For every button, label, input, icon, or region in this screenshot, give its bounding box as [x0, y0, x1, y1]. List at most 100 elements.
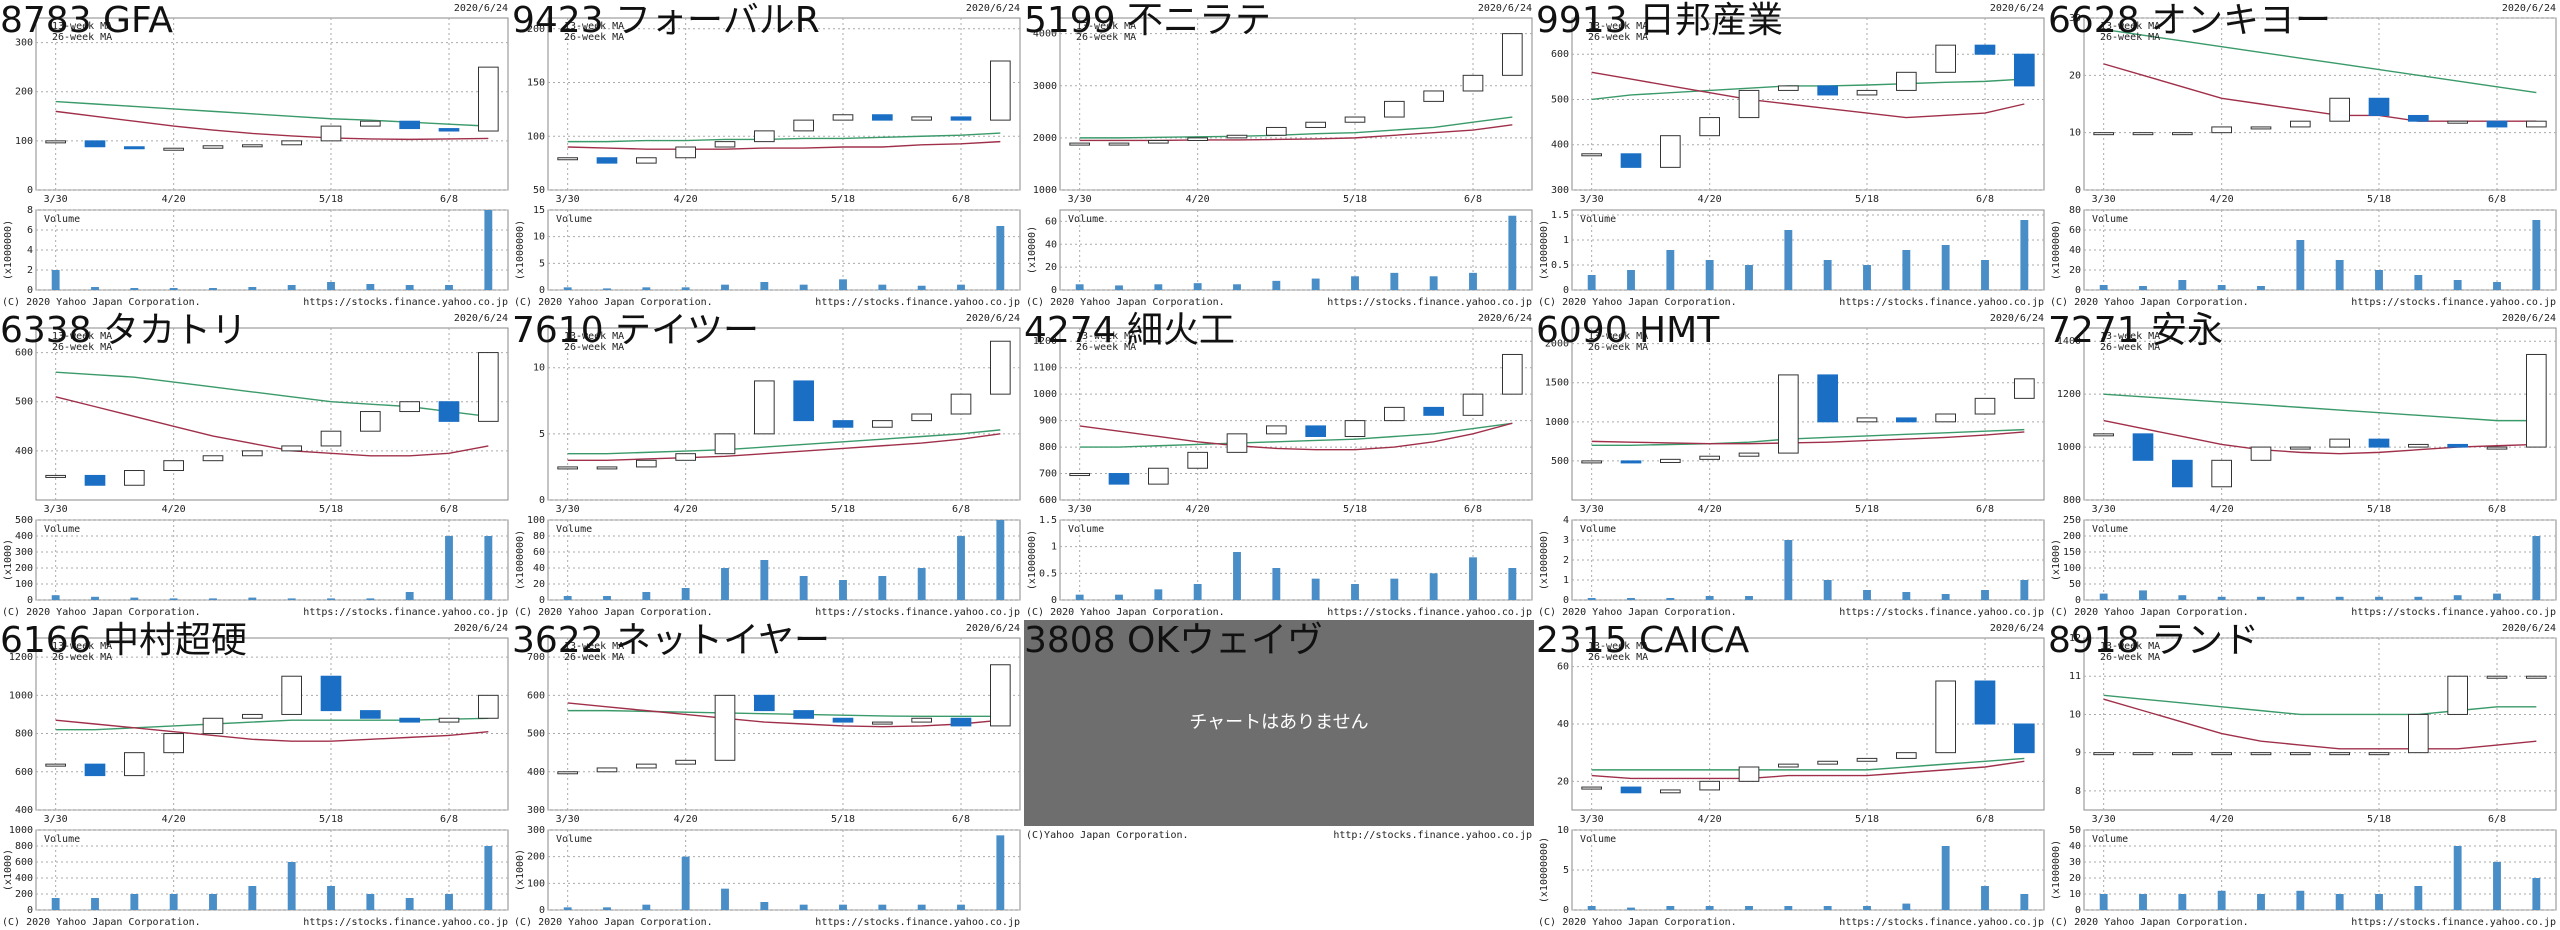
candle — [281, 445, 303, 452]
ma-legend: 13-week MA — [52, 331, 112, 342]
source-url: http://stocks.finance.yahoo.co.jp — [1333, 830, 1532, 841]
candle — [1974, 44, 1996, 55]
candle — [1935, 413, 1957, 423]
volume-bar — [681, 287, 690, 290]
x-tick-label: 5/18 — [1855, 814, 1879, 825]
candle — [320, 675, 342, 712]
y-tick-label: 1.5 — [1551, 210, 1569, 221]
candle — [2290, 446, 2311, 450]
volume-bar — [2257, 894, 2265, 910]
ma-legend: 26-week MA — [1588, 342, 1648, 353]
x-tick-label: 4/20 — [1698, 814, 1722, 825]
copyright: (C) 2020 Yahoo Japan Corporation. — [1026, 297, 1225, 308]
volume-bar — [2296, 890, 2305, 910]
volume-bar — [91, 596, 99, 600]
candle — [990, 664, 1011, 727]
volume-legend: Volume — [556, 834, 592, 845]
y-tick-label: 600 — [15, 857, 33, 868]
y-tick-label: 20 — [2069, 70, 2081, 81]
stock-panel: 20 40 60 0 5 10 3/30 4/20 5/18 6/8 13-week MA26-we… — [1536, 620, 2045, 928]
price-plot-frame — [547, 17, 1021, 191]
candle — [872, 721, 893, 725]
x-tick-label: 6/8 — [440, 814, 458, 825]
candle — [2526, 120, 2547, 128]
y-tick-label: 11 — [2069, 671, 2081, 682]
candle — [2486, 446, 2508, 450]
volume-bar — [721, 284, 729, 290]
ticker-title: 9423 フォーバルR — [512, 0, 820, 41]
x-tick-label: 5/18 — [831, 194, 855, 205]
volume-bar — [917, 568, 926, 600]
candle — [2093, 132, 2114, 136]
x-tick-label: 4/20 — [1698, 194, 1722, 205]
candle — [478, 66, 499, 132]
ma-legend: 26-week MA — [2100, 32, 2160, 43]
ma-legend: 13-week MA — [564, 331, 624, 342]
volume-plot-frame — [547, 209, 1021, 291]
volume-bar — [248, 886, 257, 910]
volume-bar — [642, 904, 651, 910]
ma-legend: 26-week MA — [1076, 32, 1136, 43]
candle — [990, 60, 1011, 121]
y-tick-label: 700 — [1039, 469, 1057, 480]
y-tick-label: 60 — [2069, 225, 2081, 236]
y-tick-label: 150 — [527, 78, 545, 89]
candle — [1462, 393, 1484, 416]
price-plot-frame — [1571, 17, 2045, 191]
candle — [990, 340, 1011, 395]
candle — [1108, 473, 1130, 485]
candle — [2290, 752, 2311, 756]
volume-bar — [1429, 276, 1438, 290]
candle — [360, 710, 381, 719]
price-plot-frame — [1059, 17, 1533, 191]
y-tick-label: 0 — [1051, 595, 1057, 606]
y-tick-label: 1200 — [1033, 336, 1057, 347]
x-tick-label: 4/20 — [1186, 194, 1210, 205]
ticker-title: 3808 OKウェイヴ — [1024, 620, 1323, 661]
moving-average-line — [567, 433, 1001, 462]
x-tick-label: 5/18 — [319, 194, 343, 205]
candle — [2014, 723, 2035, 754]
volume-bar — [2453, 846, 2462, 910]
y-tick-label: 200 — [527, 852, 545, 863]
candle — [399, 120, 421, 130]
y-tick-label: 0.5 — [1551, 260, 1569, 271]
ma-legend: 13-week MA — [564, 21, 624, 32]
candle — [596, 767, 618, 773]
volume-bar — [1784, 906, 1793, 910]
volume-bar — [799, 284, 808, 290]
volume-legend: Volume — [1580, 524, 1616, 535]
y-tick-label: 300 — [15, 547, 33, 558]
volume-bar — [1272, 568, 1281, 600]
volume-bar — [2099, 894, 2108, 910]
y-tick-label: 150 — [2063, 547, 2081, 558]
y-tick-label: 50 — [533, 185, 545, 196]
y-tick-label: 400 — [15, 805, 33, 816]
y-tick-label: 40 — [1045, 239, 1057, 250]
candle — [714, 141, 736, 148]
volume-bar — [51, 898, 60, 910]
candle — [242, 713, 263, 719]
ma-legend: 13-week MA — [52, 21, 112, 32]
volume-bar — [2493, 282, 2501, 290]
volume-bar — [484, 210, 493, 290]
volume-bar — [248, 597, 257, 600]
candle — [2211, 752, 2232, 756]
y-tick-label: 2 — [27, 265, 33, 276]
ma-legend: 26-week MA — [2100, 342, 2160, 353]
y-tick-label: 4 — [1563, 515, 1569, 526]
candle — [2447, 120, 2469, 124]
volume-plot-frame — [547, 519, 1021, 601]
y-tick-label: 400 — [1551, 140, 1569, 151]
x-tick-label: 3/30 — [1580, 814, 1604, 825]
candle — [163, 147, 184, 151]
candle — [1069, 142, 1090, 146]
volume-bar — [878, 576, 887, 600]
volume-bar — [2453, 595, 2462, 600]
ticker-title: 6338 タカトリ — [0, 310, 247, 351]
copyright: (C) 2020 Yahoo Japan Corporation. — [1538, 607, 1737, 618]
candle — [438, 717, 460, 723]
candle — [360, 411, 381, 432]
candle — [1069, 473, 1090, 477]
x-tick-label: 4/20 — [674, 814, 698, 825]
